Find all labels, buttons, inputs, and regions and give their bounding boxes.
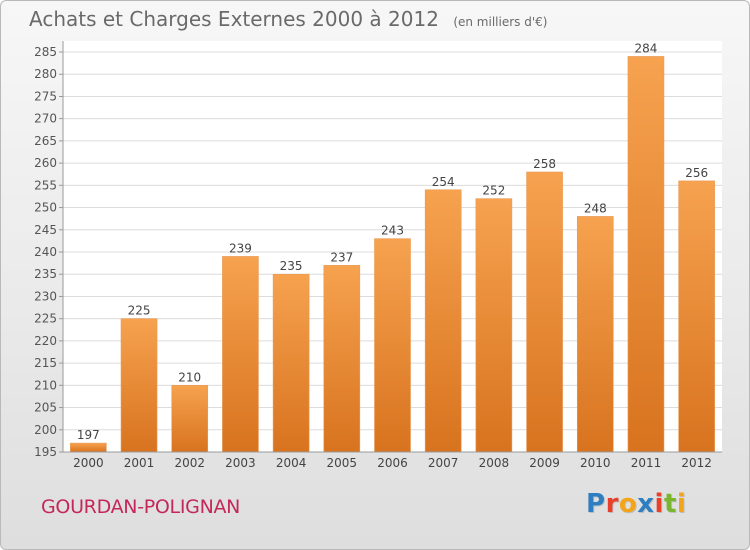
- x-tick-label: 2001: [124, 456, 155, 470]
- y-tick-label: 235: [34, 267, 57, 281]
- bar-2004: [272, 273, 310, 453]
- x-tick-label: 2006: [377, 456, 408, 470]
- x-tick-label: 2009: [529, 456, 560, 470]
- data-label: 237: [330, 250, 353, 264]
- bar-2010: [576, 216, 614, 453]
- chart-title: Achats et Charges Externes 2000 à 2012 (…: [29, 7, 547, 31]
- data-label: 284: [635, 41, 658, 55]
- bar-2011: [627, 56, 665, 453]
- bars-group: [70, 56, 715, 453]
- y-tick-label: 230: [34, 289, 57, 303]
- bar-2005: [323, 265, 361, 453]
- bar-2006: [374, 238, 411, 453]
- data-label: 210: [178, 370, 201, 384]
- x-tick-label: 2008: [479, 456, 510, 470]
- y-tick-label: 255: [34, 178, 57, 192]
- data-labels-group: 197 225 210 239 235 237 243 254 252 258 248 284 256: [77, 41, 708, 442]
- data-label: 239: [229, 241, 252, 255]
- logo-letter: i: [654, 489, 664, 519]
- y-tick-label: 265: [34, 134, 57, 148]
- bar-2001: [120, 318, 158, 453]
- y-tick-label: 220: [34, 334, 57, 348]
- y-tick-label: 215: [34, 356, 57, 370]
- y-tick-label: 245: [34, 223, 57, 237]
- bar-2009: [526, 171, 563, 453]
- bar-2012: [678, 180, 715, 453]
- proxiti-logo[interactable]: Proxiti: [586, 489, 686, 519]
- y-tick-label: 250: [34, 201, 57, 215]
- logo-letter: o: [618, 489, 638, 519]
- x-tick-label: 2012: [681, 456, 712, 470]
- bar-2000: [70, 442, 107, 453]
- title-text: Achats et Charges Externes 2000 à 2012: [29, 7, 439, 31]
- y-tick-label: 270: [34, 112, 57, 126]
- bar-2007: [424, 189, 462, 453]
- commune-name: GOURDAN-POLIGNAN: [41, 496, 241, 518]
- logo-letter: r: [605, 489, 619, 519]
- y-tick-label: 225: [34, 312, 57, 326]
- chart-subtitle: (en milliers d'€): [453, 15, 548, 29]
- x-tick-label: 2004: [276, 456, 307, 470]
- x-tick-label: 2011: [631, 456, 662, 470]
- logo-letter: i: [676, 489, 687, 519]
- y-tick-label: 260: [34, 156, 57, 170]
- bar-2002: [171, 385, 209, 453]
- x-tick-label: 2005: [327, 456, 358, 470]
- logo-letter: x: [637, 489, 655, 519]
- data-label: 258: [533, 157, 556, 171]
- data-label: 252: [482, 184, 505, 198]
- logo-letter: P: [586, 489, 606, 519]
- y-tick-label: 285: [34, 45, 57, 59]
- y-tick-label: 240: [34, 245, 57, 259]
- data-label: 243: [381, 224, 404, 238]
- x-tick-label: 2003: [225, 456, 256, 470]
- y-tick-label: 195: [34, 445, 57, 459]
- data-label: 225: [128, 304, 151, 318]
- bar-2003: [222, 256, 259, 453]
- data-label: 256: [685, 166, 708, 180]
- bar-2008: [475, 198, 513, 453]
- data-label: 197: [77, 428, 100, 442]
- logo-letter: t: [663, 489, 677, 519]
- y-ticks-group: 195 200 205 210 215 220 225 230 235 240 245 250 255 2…: [34, 45, 63, 459]
- y-tick-label: 200: [34, 423, 57, 437]
- y-tick-label: 280: [34, 67, 57, 81]
- data-label: 254: [432, 175, 455, 189]
- x-tick-label: 2002: [174, 456, 205, 470]
- x-tick-label: 2007: [428, 456, 459, 470]
- x-tick-label: 2010: [580, 456, 611, 470]
- x-ticks-group: 2000 2001 2002 2003 2004 2005 2006 2007 2008 2009…: [73, 456, 712, 470]
- data-label: 235: [280, 259, 303, 273]
- y-tick-label: 210: [34, 378, 57, 392]
- data-label: 248: [584, 201, 607, 215]
- x-tick-label: 2000: [73, 456, 104, 470]
- y-tick-label: 205: [34, 401, 57, 415]
- y-tick-label: 275: [34, 89, 57, 103]
